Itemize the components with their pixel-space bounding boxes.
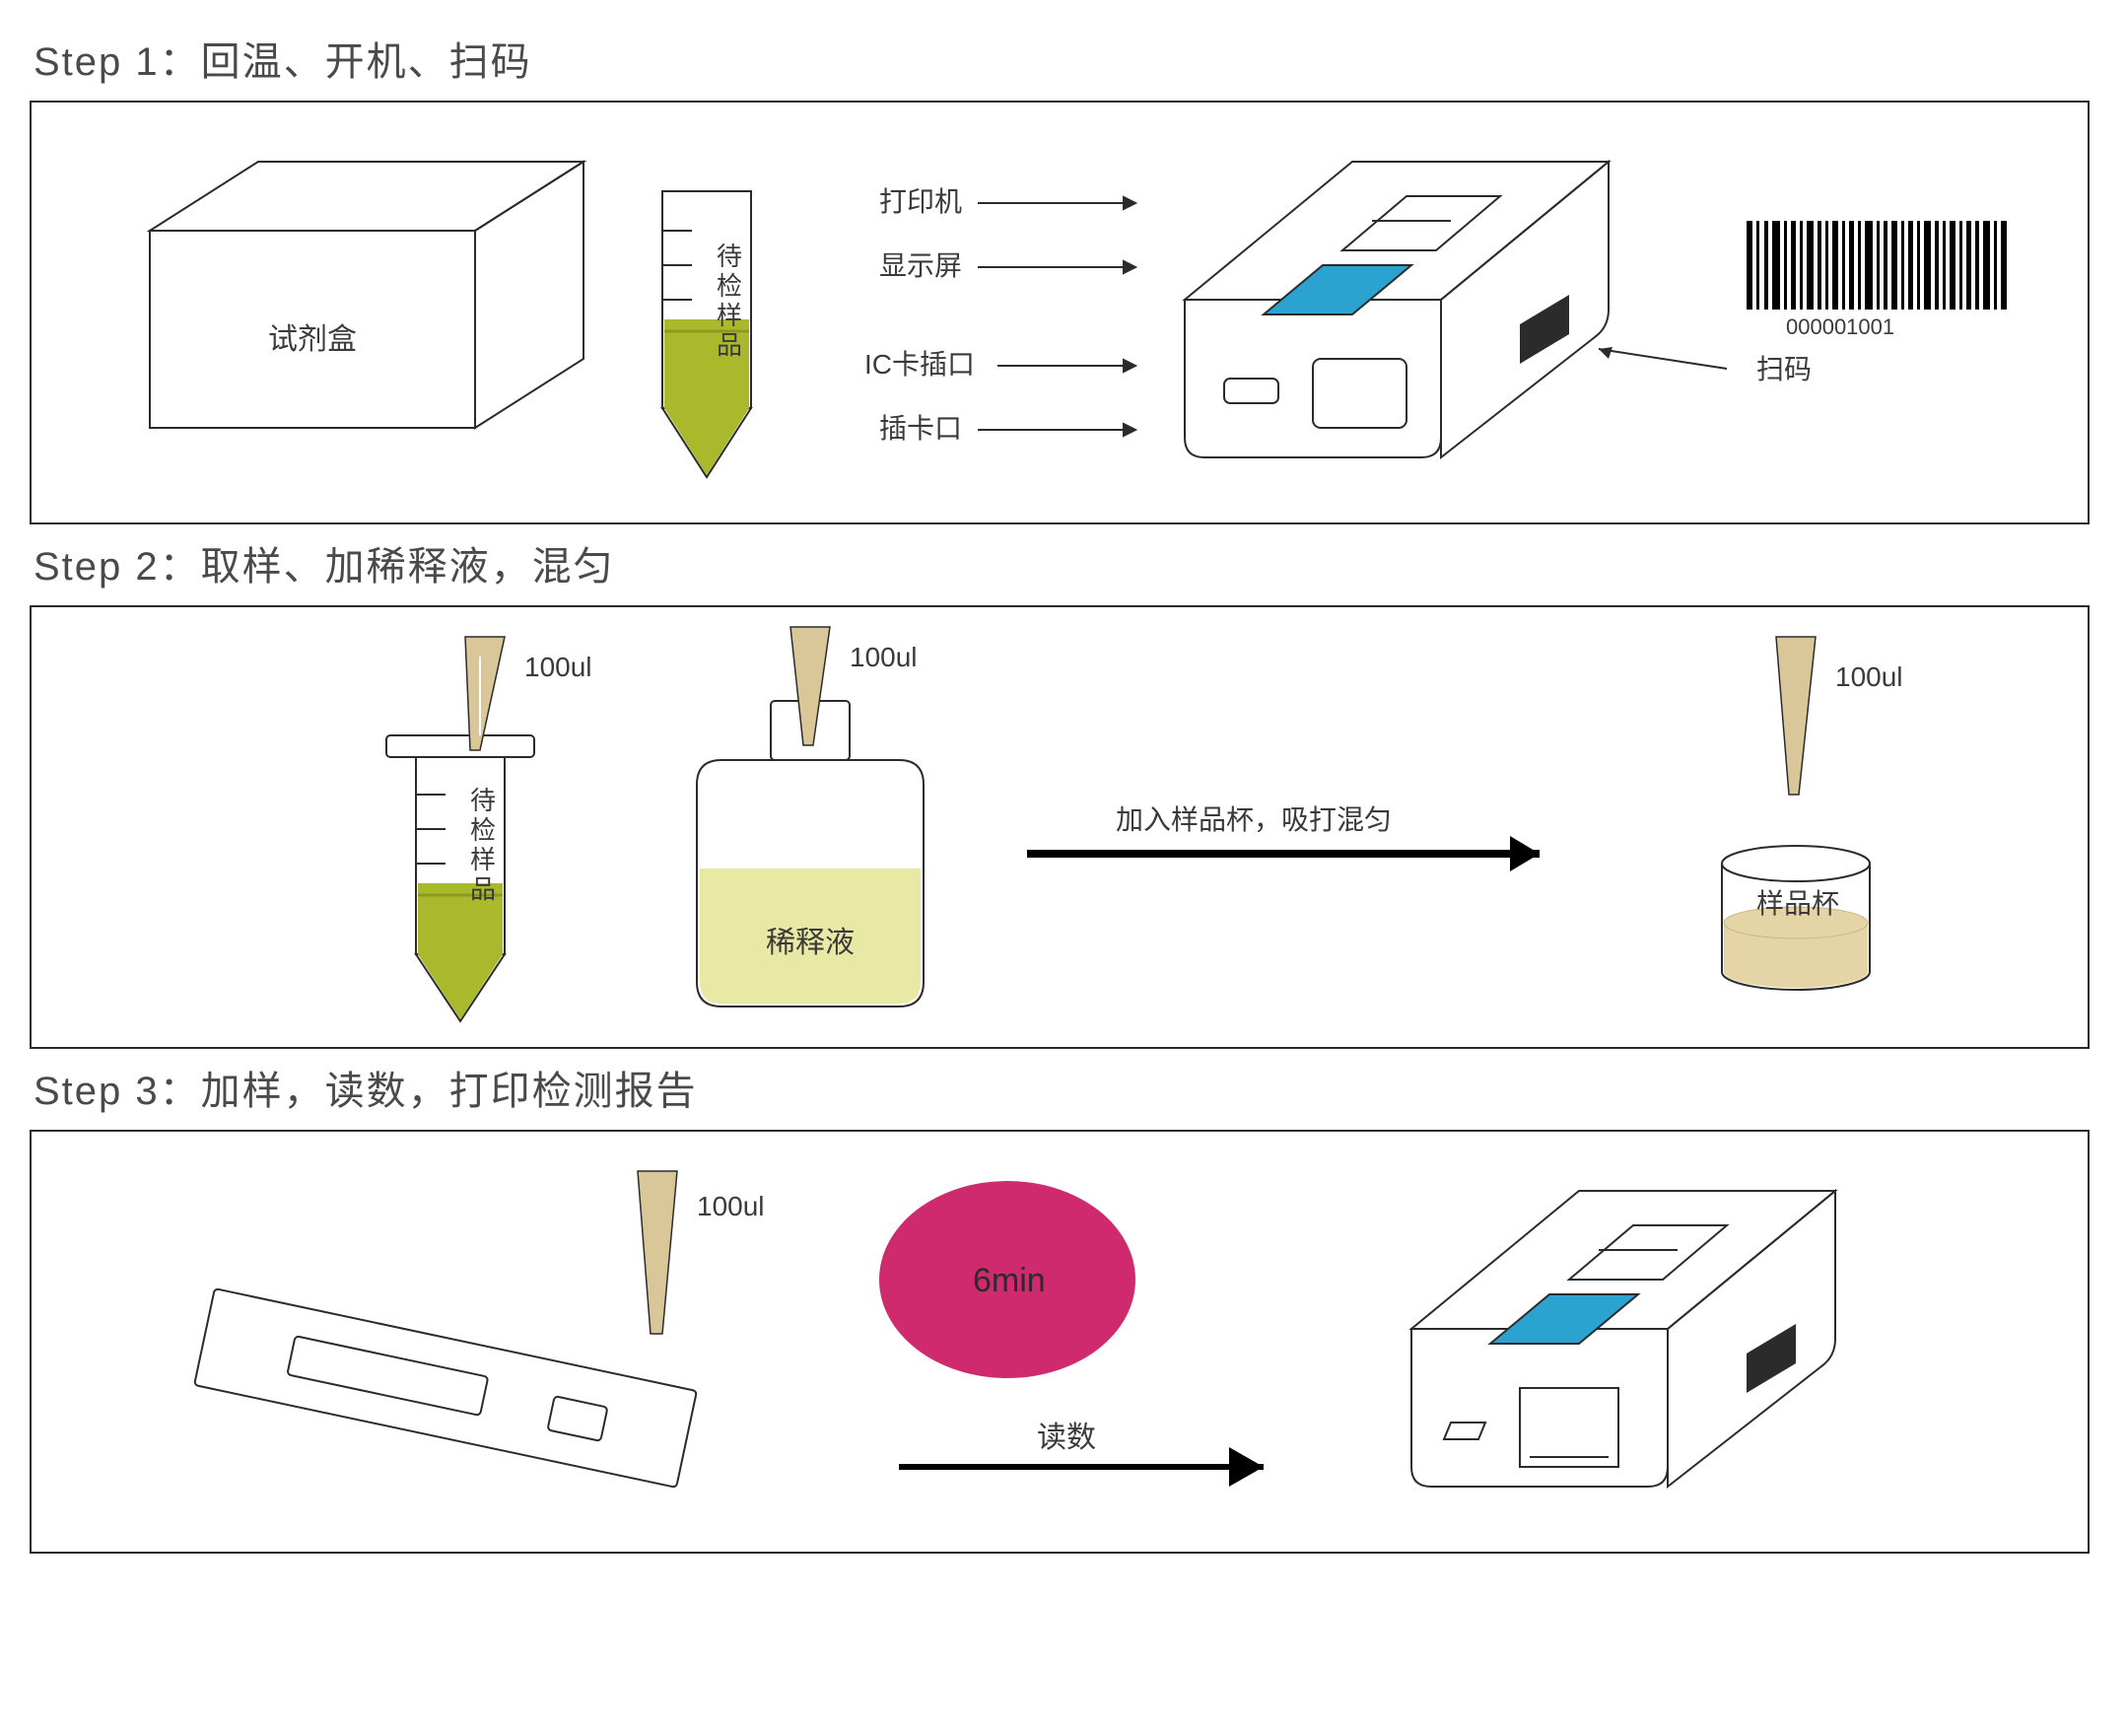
kit-label: 试剂盒 (268, 323, 357, 356)
sample-tube-step2 (386, 735, 534, 1021)
pipette2-vol: 100ul (850, 642, 918, 672)
diluent-bottle (697, 701, 924, 1007)
pipette1-vol: 100ul (524, 652, 592, 682)
step2-title: Step 2：取样、加稀释液，混匀 (34, 534, 2097, 591)
label-cardslot: 插卡口 (879, 413, 962, 444)
barcode (1747, 221, 2007, 310)
s2-tube-char-0: 待 (470, 786, 496, 815)
mix-arrow (1027, 836, 1540, 871)
tube-char-2: 样 (717, 301, 742, 330)
s2-tube-char-2: 样 (470, 845, 496, 874)
step3-title: Step 3：加样，读数，打印检测报告 (34, 1059, 2097, 1116)
step2-panel: 待 检 样 品 100ul 稀释液 100ul (30, 605, 2090, 1049)
scan-arrow (1599, 347, 1727, 369)
label-scan: 扫码 (1756, 354, 1812, 384)
timer-text: 6min (973, 1262, 1046, 1299)
step1-title: Step 1：回温、开机、扫码 (34, 30, 2097, 87)
tube-char-3: 品 (717, 330, 742, 360)
analyzer-device-step3 (1411, 1191, 1835, 1487)
diluent-label: 稀释液 (766, 927, 855, 959)
tube-char-1: 检 (717, 271, 742, 301)
tube-char-0: 待 (717, 242, 742, 271)
kit-box (150, 162, 583, 428)
mix-arrow-label: 加入样品杯，吸打混匀 (1116, 804, 1392, 835)
label-icslot: IC卡插口 (864, 349, 975, 380)
test-strip (194, 1288, 697, 1488)
label-screen: 显示屏 (879, 250, 962, 281)
pipette-strip-vol: 100ul (697, 1191, 765, 1221)
pipette-2 (790, 627, 830, 745)
s2-tube-char-3: 品 (470, 874, 496, 904)
read-arrow-label: 读数 (1037, 1422, 1096, 1454)
label-arrows (978, 197, 1135, 436)
barcode-text: 000001001 (1786, 314, 1894, 339)
pipette-1 (465, 637, 505, 750)
s2-tube-char-1: 检 (470, 815, 496, 845)
cup-label: 样品杯 (1756, 888, 1839, 919)
pipette3-vol: 100ul (1835, 661, 1903, 692)
label-printer: 打印机 (879, 186, 962, 217)
step1-panel: 试剂盒 待 检 样 品 打印机 显示屏 IC卡插口 (30, 101, 2090, 524)
analyzer-device-step1 (1185, 162, 1609, 457)
pipette-strip (638, 1171, 677, 1334)
step3-panel: 100ul 6min 读数 (30, 1130, 2090, 1554)
pipette-3 (1776, 637, 1816, 795)
